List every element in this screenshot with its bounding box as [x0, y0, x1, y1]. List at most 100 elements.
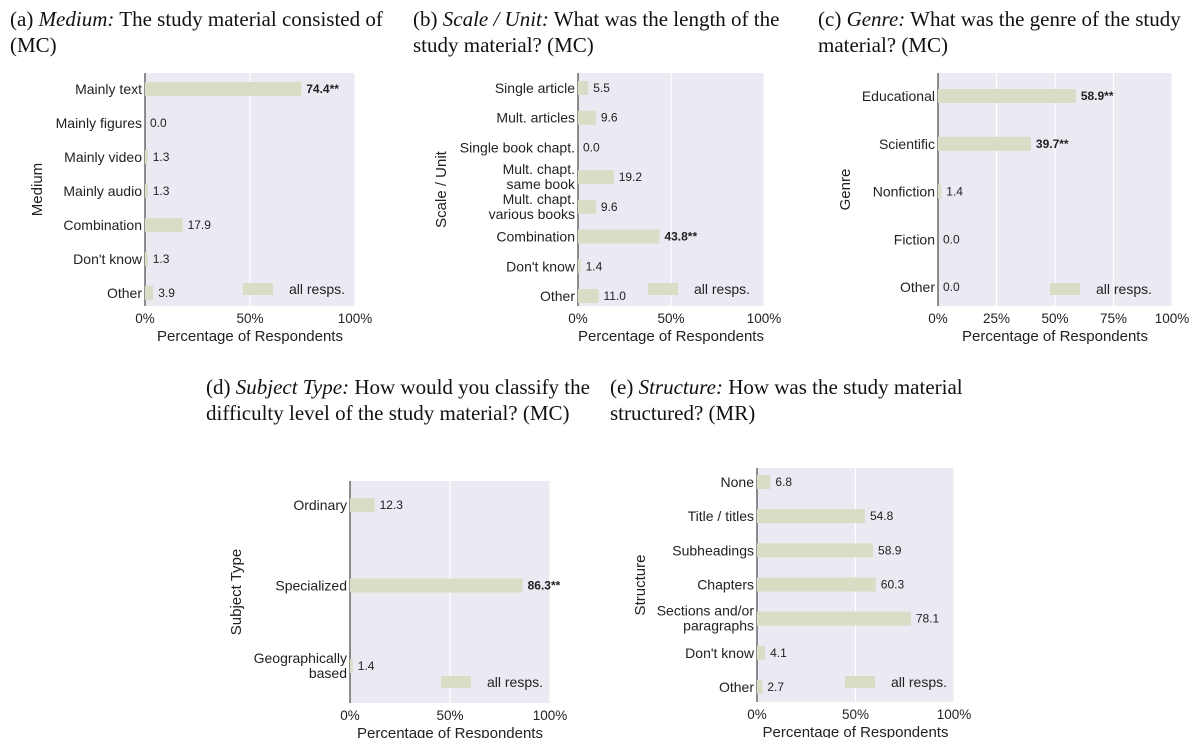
bar-e-3 — [757, 577, 876, 592]
tick-label-a: 0% — [135, 311, 155, 326]
tick-label-c: 100% — [1155, 311, 1190, 326]
tick-label-d: 0% — [340, 708, 360, 723]
category-label-d-0: Ordinary — [293, 497, 347, 513]
value-label-c-0: 58.9** — [1081, 89, 1114, 103]
bar-e-1 — [757, 509, 865, 524]
legend-label-c: all resps. — [1096, 281, 1152, 297]
category-label-e-4: Sections and/or paragraphs — [657, 603, 755, 634]
category-label-b-0: Single article — [495, 80, 575, 96]
value-label-d-0: 12.3 — [380, 498, 404, 512]
caption-e: (e) Structure: How was the study materia… — [610, 375, 963, 425]
tick-label-c: 0% — [928, 311, 948, 326]
value-label-b-1: 9.6 — [601, 111, 618, 125]
bar-b-6 — [578, 259, 581, 274]
category-label-b-2: Single book chapt. — [460, 139, 575, 155]
bar-e-4 — [757, 611, 911, 626]
value-label-a-4: 17.9 — [188, 218, 212, 232]
category-label-d-2: Geographically based — [254, 650, 347, 681]
tick-label-b: 50% — [657, 311, 684, 326]
legend-swatch-d — [441, 676, 471, 688]
bar-c-2 — [938, 184, 942, 199]
category-label-e-2: Subheadings — [672, 542, 754, 558]
bar-a-3 — [145, 184, 148, 198]
value-label-e-1: 54.8 — [870, 509, 894, 523]
bar-e-5 — [757, 645, 766, 660]
value-label-d-1: 86.3** — [528, 579, 561, 593]
legend-label-d: all resps. — [487, 674, 543, 690]
value-label-d-2: 1.4 — [358, 659, 375, 673]
value-label-b-0: 5.5 — [593, 81, 610, 95]
x-axis-label-d: Percentage of Respondents — [357, 725, 543, 738]
value-label-a-1: 0.0 — [150, 116, 167, 130]
value-label-b-3: 19.2 — [619, 170, 643, 184]
category-label-b-7: Other — [540, 288, 575, 304]
value-label-e-2: 58.9 — [878, 543, 902, 557]
category-label-c-0: Educational — [862, 88, 935, 104]
category-label-b-3: Mult. chapt. same book — [503, 161, 576, 192]
legend-label-b: all resps. — [694, 281, 750, 297]
bar-a-0 — [145, 82, 302, 96]
tick-label-e: 50% — [842, 707, 869, 722]
bar-d-2 — [350, 659, 353, 673]
legend-swatch-c — [1050, 283, 1080, 295]
category-label-a-6: Other — [107, 285, 142, 301]
category-label-e-3: Chapters — [697, 577, 754, 593]
category-label-a-3: Mainly audio — [63, 183, 142, 199]
value-label-a-5: 1.3 — [153, 252, 170, 266]
x-axis-label-e: Percentage of Respondents — [763, 724, 949, 738]
tick-label-d: 50% — [436, 708, 463, 723]
bar-d-0 — [350, 498, 375, 512]
tick-label-a: 50% — [236, 311, 263, 326]
bar-c-1 — [938, 136, 1031, 151]
value-label-c-4: 0.0 — [943, 280, 960, 294]
caption-c: (c) Genre: What was the genre of the stu… — [818, 7, 1181, 57]
category-label-c-4: Other — [900, 279, 935, 295]
value-label-e-0: 6.8 — [775, 475, 792, 489]
value-label-c-3: 0.0 — [943, 232, 960, 246]
tick-label-c: 75% — [1100, 311, 1127, 326]
y-axis-label-c: Genre — [837, 169, 854, 211]
category-label-b-5: Combination — [496, 229, 575, 245]
bar-a-5 — [145, 252, 148, 266]
category-label-c-2: Nonfiction — [873, 184, 935, 200]
value-label-e-3: 60.3 — [881, 578, 905, 592]
legend-label-e: all resps. — [891, 674, 947, 690]
category-label-a-2: Mainly video — [64, 149, 142, 165]
x-axis-label-b: Percentage of Respondents — [578, 328, 764, 345]
bar-e-6 — [757, 680, 763, 694]
x-axis-label-c: Percentage of Respondents — [962, 328, 1148, 345]
legend-swatch-b — [648, 283, 678, 295]
x-axis-label-a: Percentage of Respondents — [157, 328, 343, 345]
bar-e-2 — [757, 543, 874, 558]
value-label-b-6: 1.4 — [586, 259, 603, 273]
bar-e-0 — [757, 475, 771, 489]
value-label-b-5: 43.8** — [664, 230, 697, 244]
category-label-a-5: Don't know — [73, 251, 143, 267]
value-label-e-6: 2.7 — [767, 680, 784, 694]
caption-a: (a) Medium: The study material consisted… — [10, 7, 383, 57]
category-label-e-6: Other — [719, 679, 754, 695]
value-label-a-2: 1.3 — [153, 150, 170, 164]
category-label-a-4: Combination — [63, 217, 142, 233]
bar-a-2 — [145, 150, 148, 164]
bar-b-3 — [578, 170, 614, 185]
value-label-e-4: 78.1 — [916, 612, 940, 626]
tick-label-e: 100% — [937, 707, 972, 722]
tick-label-e: 0% — [747, 707, 767, 722]
tick-label-c: 25% — [983, 311, 1010, 326]
category-label-b-6: Don't know — [506, 258, 576, 274]
value-label-c-2: 1.4 — [946, 185, 963, 199]
legend-label-a: all resps. — [289, 281, 345, 297]
tick-label-c: 50% — [1041, 311, 1068, 326]
bar-c-0 — [938, 89, 1076, 103]
legend-swatch-a — [243, 283, 273, 295]
category-label-a-1: Mainly figures — [56, 115, 142, 131]
value-label-c-1: 39.7** — [1036, 137, 1069, 151]
value-label-b-7: 11.0 — [603, 289, 626, 303]
y-axis-label-b: Scale / Unit — [433, 150, 450, 228]
value-label-a-3: 1.3 — [153, 184, 170, 198]
bar-b-7 — [578, 289, 599, 303]
category-label-c-3: Fiction — [894, 231, 935, 247]
value-label-e-5: 4.1 — [770, 646, 787, 660]
